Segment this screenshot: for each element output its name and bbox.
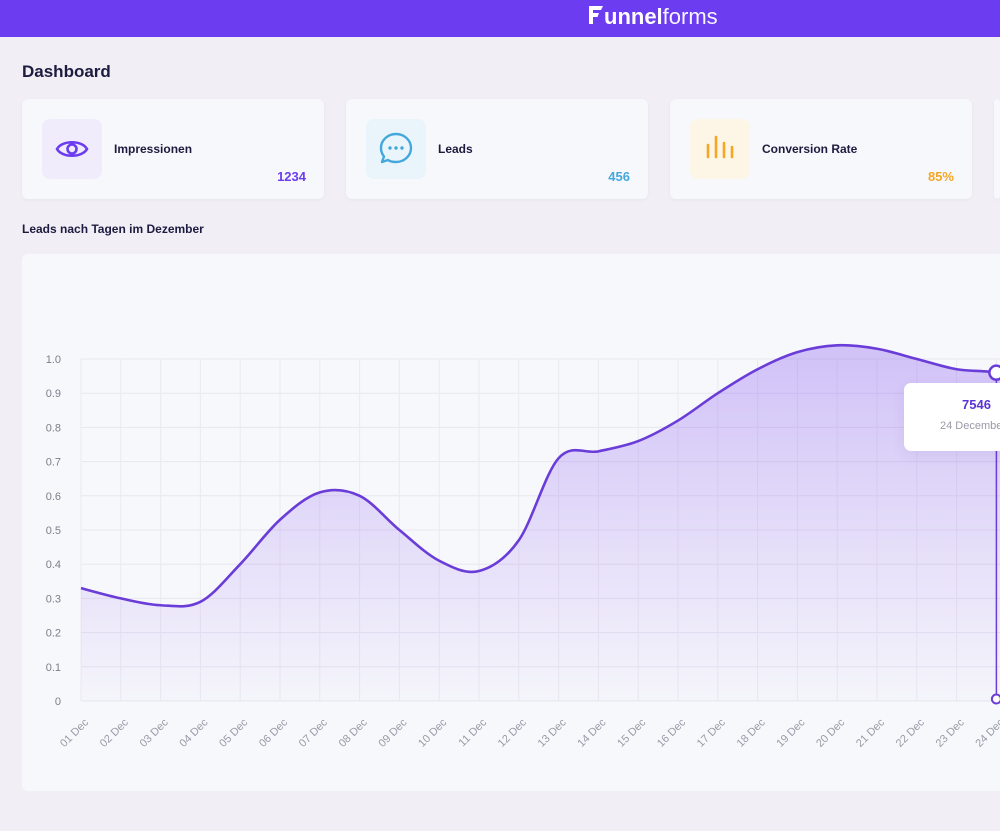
brand-name-bold: unnel [604,4,663,29]
conversion-rate-label: Conversion Rate [762,142,858,156]
leads-value: 456 [608,169,630,184]
chart-section-title: Leads nach Tagen im Dezember [22,222,204,236]
stat-card-partial [994,99,1000,199]
stat-card-leads: Leads 456 [346,99,648,199]
impressions-value: 1234 [277,169,306,184]
bar-chart-icon [706,135,734,159]
funnelforms-logo-icon [589,6,603,24]
chat-icon-box [366,119,426,179]
bar-chart-icon-box [690,119,750,179]
stat-card-impressions: Impressionen 1234 [22,99,324,199]
brand-name-light: forms [662,4,718,29]
top-bar: unnelforms [0,0,1000,37]
chart-panel [22,254,1000,791]
tooltip-value: 7546 [962,397,991,412]
eye-icon-box [42,119,102,179]
tooltip-date: 24 December [940,420,1000,432]
chat-bubble-icon [379,132,413,164]
stat-card-conversion-rate: Conversion Rate 85% [670,99,972,199]
conversion-rate-value: 85% [927,169,954,184]
impressions-label: Impressionen [114,142,193,156]
eye-icon [55,140,89,158]
page-title: Dashboard [22,62,111,81]
chart-tooltip: 7546 24 December [904,383,1000,451]
leads-label: Leads [438,142,473,156]
brand-logo[interactable]: unnelforms [589,3,718,31]
